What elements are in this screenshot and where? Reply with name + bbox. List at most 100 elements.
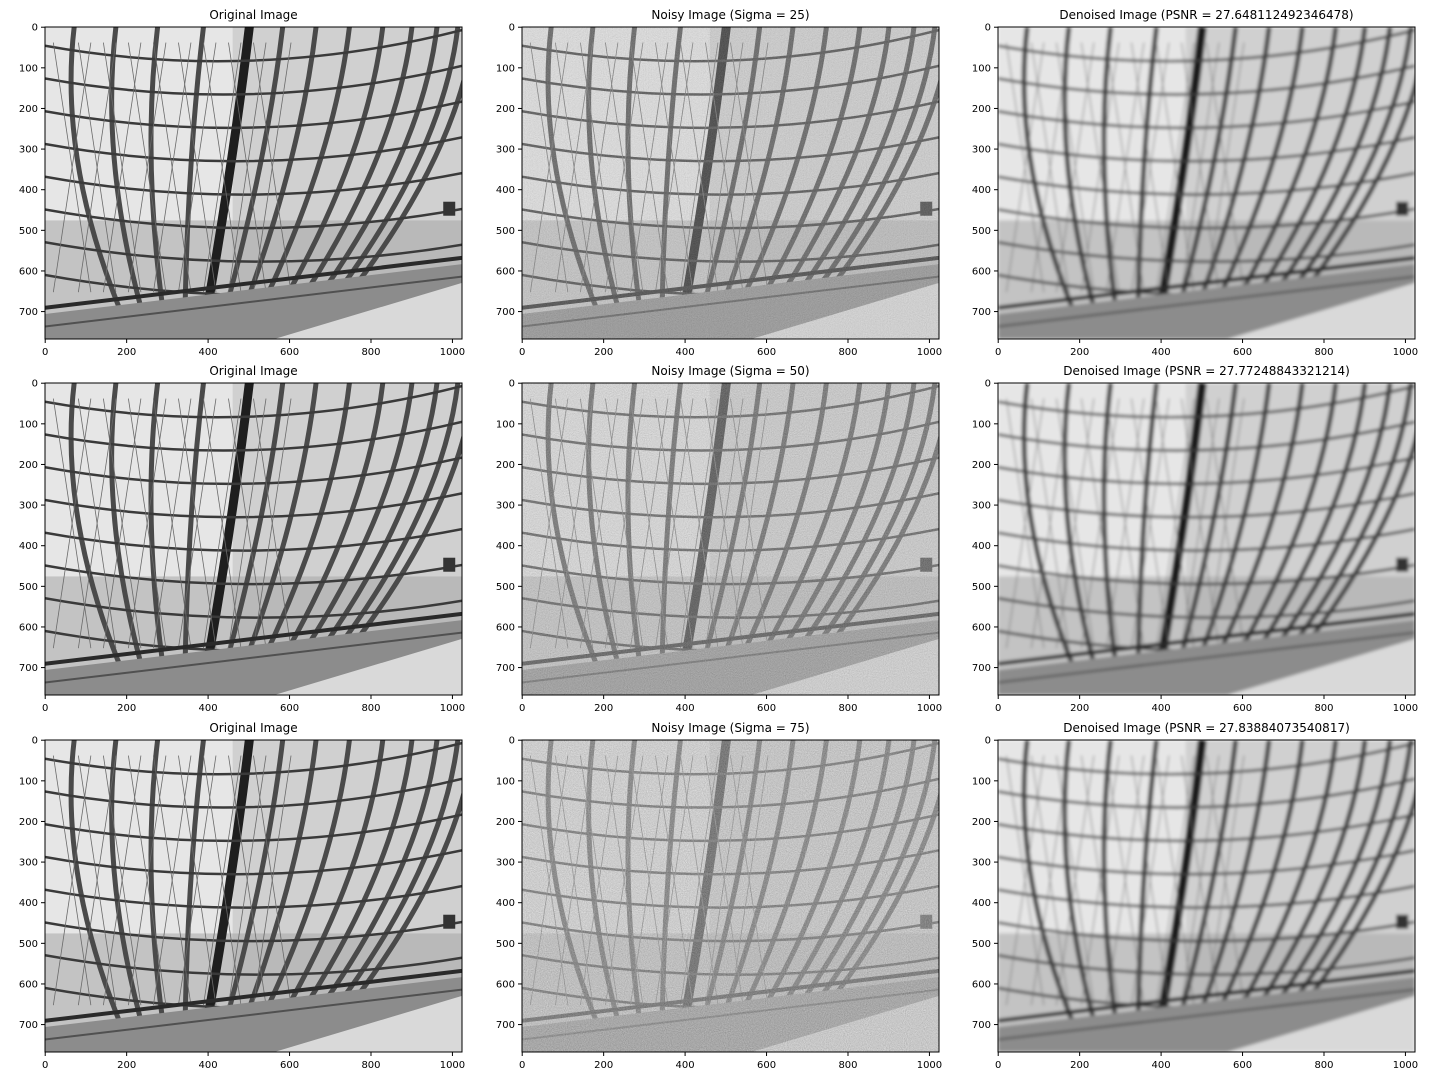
x-tick-label: 200 xyxy=(1070,1060,1089,1071)
original-image-panel: Original Image 0 200 400 600 800 1000 0 100 200 30… xyxy=(0,721,477,1071)
x-tick-label: 1000 xyxy=(917,1060,942,1071)
y-tick-label: 0 xyxy=(985,23,991,34)
y-tick-label: 300 xyxy=(19,501,38,512)
image-content xyxy=(45,740,475,1052)
y-tick-label: 300 xyxy=(19,145,38,156)
y-tick-label: 500 xyxy=(496,582,515,593)
x-tick-label: 400 xyxy=(1152,347,1171,358)
denoised-image-plot: 0 200 400 600 800 1000 0 100 200 300 400 500 600 700 xyxy=(953,8,1430,358)
x-tick-label: 0 xyxy=(519,703,525,714)
x-tick-label: 600 xyxy=(757,347,776,358)
y-tick-label: 200 xyxy=(19,817,38,828)
y-tick-label: 100 xyxy=(19,776,38,787)
y-tick-label: 700 xyxy=(496,1020,515,1031)
y-tick-label: 700 xyxy=(19,307,38,318)
y-tick-label: 300 xyxy=(972,858,991,869)
x-tick-label: 400 xyxy=(199,1060,218,1071)
x-tick-label: 600 xyxy=(1233,1060,1252,1071)
y-tick-label: 600 xyxy=(19,979,38,990)
y-tick-label: 700 xyxy=(972,307,991,318)
y-tick-label: 600 xyxy=(19,266,38,277)
y-tick-label: 300 xyxy=(496,145,515,156)
x-tick-label: 200 xyxy=(117,1060,136,1071)
x-tick-label: 400 xyxy=(1152,703,1171,714)
x-tick-label: 400 xyxy=(676,703,695,714)
denoised-image-panel: Denoised Image (PSNR = 27.64811249234647… xyxy=(953,8,1430,358)
image-content xyxy=(45,27,475,339)
noise-overlay xyxy=(522,383,939,695)
y-tick-label: 400 xyxy=(496,541,515,552)
y-tick-label: 200 xyxy=(496,817,515,828)
original-image-plot: 0 200 400 600 800 1000 0 100 200 300 400 500 600 700 xyxy=(0,364,477,714)
image-content xyxy=(998,740,1428,1052)
y-tick-label: 200 xyxy=(972,460,991,471)
y-tick-label: 700 xyxy=(496,663,515,674)
original-image-plot: 0 200 400 600 800 1000 0 100 200 300 400 500 600 700 xyxy=(0,721,477,1071)
y-tick-label: 400 xyxy=(972,185,991,196)
y-tick-label: 600 xyxy=(496,979,515,990)
y-tick-label: 600 xyxy=(972,979,991,990)
noisy-image-panel: Noisy Image (Sigma = 75) 0 200 400 600 800 100… xyxy=(477,721,954,1071)
y-tick-label: 700 xyxy=(972,1020,991,1031)
y-tick-label: 600 xyxy=(496,622,515,633)
y-tick-label: 500 xyxy=(19,226,38,237)
noise-overlay xyxy=(522,740,939,1052)
x-tick-label: 200 xyxy=(1070,703,1089,714)
y-tick-label: 100 xyxy=(496,419,515,430)
x-tick-label: 200 xyxy=(117,347,136,358)
y-tick-label: 600 xyxy=(19,622,38,633)
image-content xyxy=(998,383,1428,695)
y-tick-label: 200 xyxy=(19,104,38,115)
y-tick-label: 0 xyxy=(509,379,515,390)
x-tick-label: 0 xyxy=(995,347,1001,358)
x-tick-label: 0 xyxy=(42,1060,48,1071)
x-tick-label: 800 xyxy=(361,347,380,358)
noisy-image-plot: 0 200 400 600 800 1000 0 100 200 300 400 500 600 700 xyxy=(477,8,954,358)
x-tick-label: 0 xyxy=(995,703,1001,714)
x-tick-label: 1000 xyxy=(917,703,942,714)
denoised-image-panel: Denoised Image (PSNR = 27.83884073540817… xyxy=(953,721,1430,1071)
x-tick-label: 200 xyxy=(1070,347,1089,358)
x-tick-label: 400 xyxy=(676,1060,695,1071)
x-tick-label: 400 xyxy=(199,347,218,358)
denoised-image-plot: 0 200 400 600 800 1000 0 100 200 300 400 500 600 700 xyxy=(953,721,1430,1071)
y-tick-label: 300 xyxy=(972,145,991,156)
x-tick-label: 0 xyxy=(42,703,48,714)
x-tick-label: 0 xyxy=(519,347,525,358)
y-tick-label: 200 xyxy=(496,460,515,471)
noisy-image-panel: Noisy Image (Sigma = 25) 0 200 400 600 800 100… xyxy=(477,8,954,358)
x-tick-label: 600 xyxy=(280,703,299,714)
x-tick-label: 800 xyxy=(1314,1060,1333,1071)
y-tick-label: 500 xyxy=(19,939,38,950)
y-tick-label: 100 xyxy=(496,63,515,74)
y-tick-label: 300 xyxy=(496,858,515,869)
x-tick-label: 600 xyxy=(757,703,776,714)
x-tick-label: 800 xyxy=(838,703,857,714)
y-tick-label: 400 xyxy=(496,185,515,196)
y-tick-label: 500 xyxy=(972,582,991,593)
original-image-panel: Original Image 0 200 400 600 800 1000 0 100 200 30… xyxy=(0,8,477,358)
x-tick-label: 200 xyxy=(117,703,136,714)
y-tick-label: 300 xyxy=(19,858,38,869)
noisy-image-plot: 0 200 400 600 800 1000 0 100 200 300 400 500 600 700 xyxy=(477,364,954,714)
y-tick-label: 500 xyxy=(19,582,38,593)
x-tick-label: 1000 xyxy=(440,347,465,358)
y-tick-label: 700 xyxy=(496,307,515,318)
x-tick-label: 1000 xyxy=(440,1060,465,1071)
y-tick-label: 400 xyxy=(972,541,991,552)
x-tick-label: 1000 xyxy=(1393,703,1418,714)
x-tick-label: 800 xyxy=(361,703,380,714)
y-tick-label: 400 xyxy=(972,898,991,909)
y-tick-label: 600 xyxy=(972,266,991,277)
y-tick-label: 0 xyxy=(985,736,991,747)
x-tick-label: 1000 xyxy=(917,347,942,358)
x-tick-label: 1000 xyxy=(440,703,465,714)
y-tick-label: 600 xyxy=(496,266,515,277)
y-tick-label: 200 xyxy=(19,460,38,471)
original-image-panel: Original Image 0 200 400 600 800 1000 0 100 200 30… xyxy=(0,364,477,714)
x-tick-label: 600 xyxy=(280,1060,299,1071)
x-tick-label: 800 xyxy=(838,347,857,358)
x-tick-label: 0 xyxy=(519,1060,525,1071)
y-tick-label: 300 xyxy=(972,501,991,512)
x-tick-label: 600 xyxy=(1233,347,1252,358)
